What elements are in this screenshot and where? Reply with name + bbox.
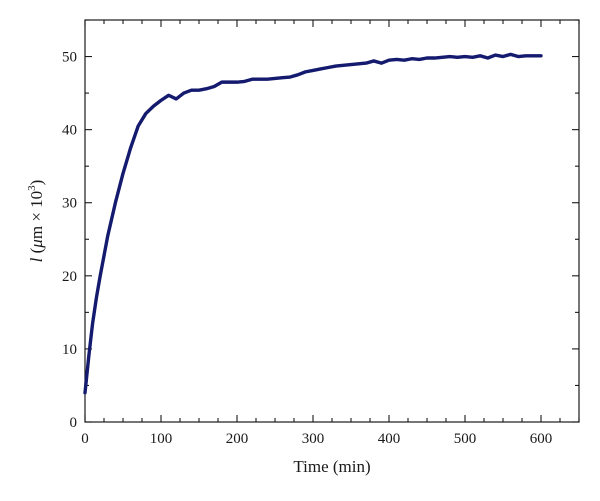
y-axis-title-mu: μ [27, 239, 46, 249]
y-axis-title-exponent: 3 [26, 185, 38, 191]
series-line [83, 52, 543, 395]
x-tick-label: 300 [302, 431, 325, 447]
y-tick-label: 20 [62, 269, 77, 285]
x-tick-label: 100 [150, 431, 173, 447]
x-tick-label: 0 [81, 431, 89, 447]
x-tick-labels: 0 100 200 300 400 500 600 [81, 431, 552, 447]
y-axis-title-paren-close: ) [27, 180, 46, 186]
y-axis-title: l (μm × 103) [26, 180, 46, 263]
x-tick-label: 600 [530, 431, 553, 447]
y-tick-label: 50 [62, 50, 77, 66]
y-axis-title-paren-open: ( [27, 247, 46, 257]
y-tick-label: 30 [62, 196, 77, 212]
series-layer [83, 52, 543, 395]
plot-frame [84, 19, 580, 423]
y-tick-label: 0 [70, 415, 78, 431]
y-tick-labels: 0 10 20 30 40 50 [62, 50, 77, 431]
x-tick-label: 200 [226, 431, 249, 447]
y-tick-label: 10 [62, 342, 77, 358]
y-tick-label: 40 [62, 123, 77, 139]
x-axis-title: Time (min) [293, 457, 370, 476]
y-axis-title-unit: m × 10 [27, 191, 46, 239]
y-axis-title-variable: l [27, 257, 46, 262]
x-tick-label: 500 [454, 431, 477, 447]
axis-ticks [84, 19, 580, 423]
x-tick-label: 400 [378, 431, 401, 447]
